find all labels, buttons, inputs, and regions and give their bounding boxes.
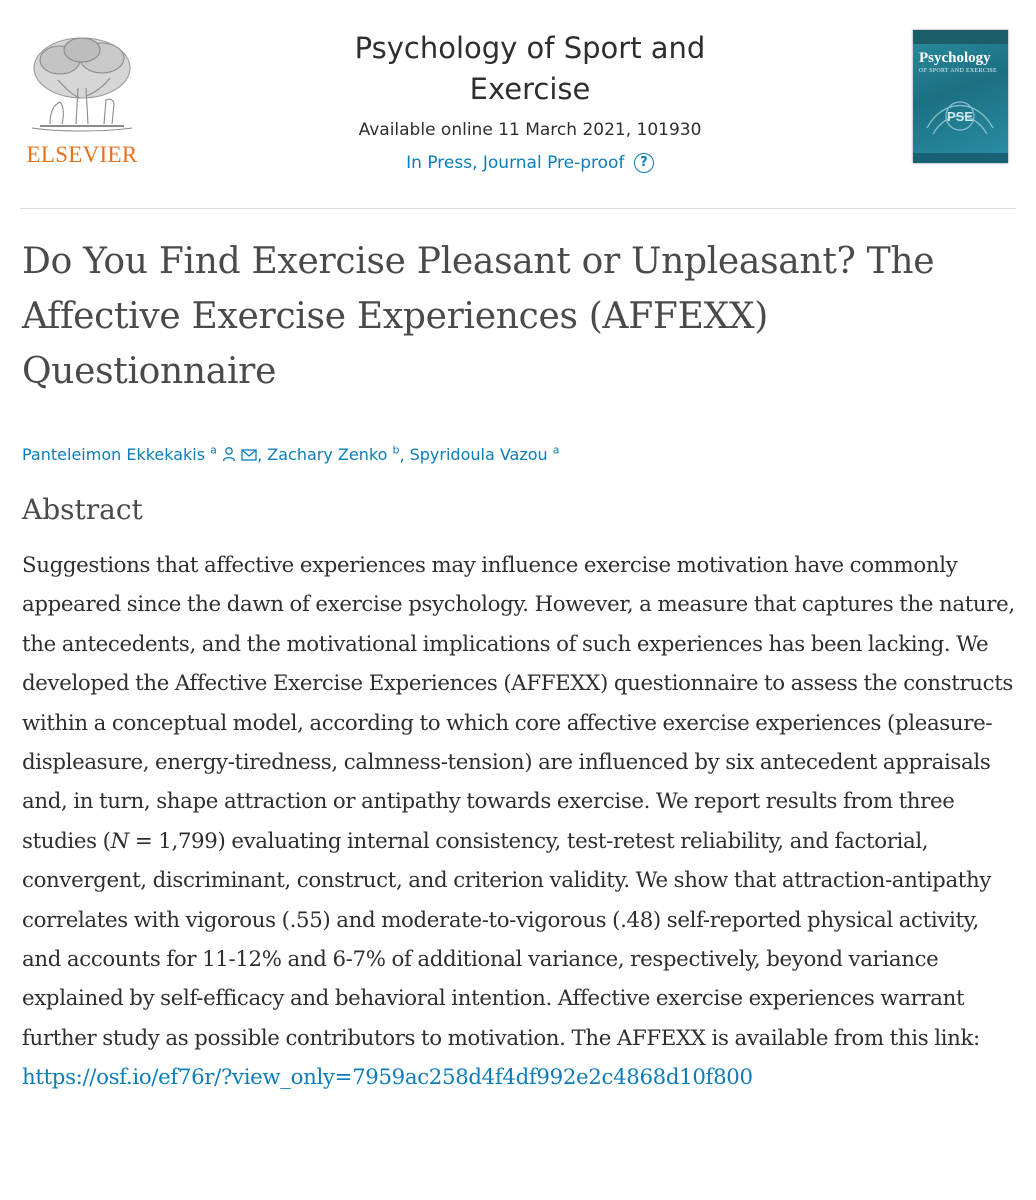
article-status[interactable]: In Press, Journal Pre-proof ? xyxy=(300,152,760,174)
article-header: ELSEVIER Psychology of Sport and Exercis… xyxy=(0,0,1036,208)
cover-footer-strip xyxy=(913,153,1008,163)
cover-top-strip xyxy=(913,30,1008,44)
article-status-label[interactable]: In Press, Journal Pre-proof xyxy=(406,153,625,173)
author-link[interactable]: Spyridoula Vazou a xyxy=(409,444,560,465)
journal-title[interactable]: Psychology of Sport and Exercise xyxy=(354,31,706,106)
abstract-text-part-1: Suggestions that affective experiences m… xyxy=(22,553,1015,854)
author-link[interactable]: Zachary Zenko b xyxy=(267,444,400,465)
mail-icon[interactable] xyxy=(241,448,257,462)
cover-title: Psychology xyxy=(919,50,991,66)
availability-date: Available online 11 March 2021, 101930 xyxy=(358,120,702,140)
header-divider xyxy=(20,208,1016,209)
cover-emblem-text: PSE xyxy=(947,109,973,124)
author-list: Panteleimon Ekkekakis a , Zachary Zenko … xyxy=(22,439,1012,467)
author-link[interactable]: Panteleimon Ekkekakis a xyxy=(22,444,257,465)
author-name[interactable]: Spyridoula Vazou xyxy=(409,445,548,465)
journal-cover-image[interactable]: Psychology OF SPORT AND EXERCISE PSE xyxy=(913,30,1008,163)
abstract-text-part-2: = 1,799) evaluating internal consistency… xyxy=(22,828,992,1051)
questionnaire-link[interactable]: https://osf.io/ef76r/?view_only=7959ac25… xyxy=(22,1065,753,1091)
cover-subtitle: OF SPORT AND EXERCISE xyxy=(919,68,998,74)
journal-info: Psychology of Sport and Exercise Availab… xyxy=(300,28,760,174)
publisher-name: ELSEVIER xyxy=(26,142,138,167)
abstract-heading: Abstract xyxy=(22,493,143,526)
affiliation-marker[interactable]: b xyxy=(392,444,400,457)
elsevier-tree-icon xyxy=(31,37,133,132)
elsevier-logo[interactable]: ELSEVIER xyxy=(20,28,144,168)
affiliation-marker[interactable]: a xyxy=(552,444,560,457)
cover-emblem-icon: PSE xyxy=(926,101,994,135)
person-icon[interactable] xyxy=(222,446,236,462)
author-separator: , xyxy=(399,445,410,465)
author-separator: , xyxy=(257,445,268,465)
author-name[interactable]: Zachary Zenko xyxy=(267,445,388,465)
article-title: Do You Find Exercise Pleasant or Unpleas… xyxy=(22,241,935,392)
author-name[interactable]: Panteleimon Ekkekakis xyxy=(22,445,206,465)
affiliation-marker[interactable]: a xyxy=(210,444,217,457)
abstract-body: Suggestions that affective experiences m… xyxy=(22,546,1018,1098)
sample-size-symbol: N xyxy=(110,828,130,854)
help-icon[interactable]: ? xyxy=(633,153,654,173)
